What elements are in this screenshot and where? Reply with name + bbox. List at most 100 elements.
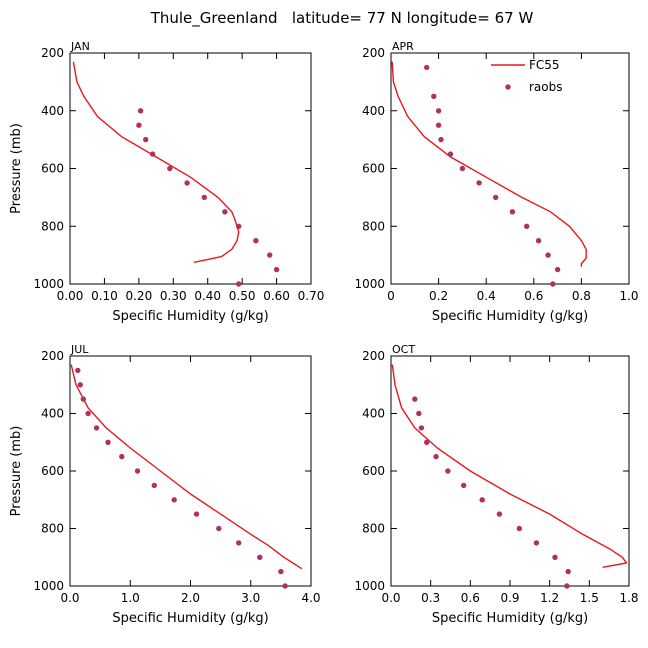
raobs-point [552, 554, 558, 560]
raobs-point [77, 382, 83, 388]
raobs-point [438, 136, 444, 143]
y-tick-label: 1000 [33, 277, 64, 291]
y-tick-label: 600 [41, 464, 64, 478]
y-tick-label: 600 [362, 162, 385, 176]
panel-jan: JAN 0.00 0.10 0.20 0.30 0.40 0.50 0.60 0.70 200 40… [9, 40, 324, 324]
raobs-point [236, 281, 242, 287]
x-tick-label: 2.0 [181, 591, 200, 605]
raobs-point [80, 396, 87, 402]
x-tick-label: 0 [387, 289, 395, 303]
plot-frame [69, 52, 312, 285]
x-axis-label: Specific Humidity (g/kg) [432, 611, 588, 626]
y-axis-label: Pressure (mb) [9, 123, 24, 214]
raobs-point [193, 511, 200, 517]
series-line-fc55 [70, 364, 303, 570]
y-tick-label: 800 [41, 219, 64, 233]
raobs-point [75, 367, 81, 374]
panel-jul: JUL 0.0 1.0 2.0 3.0 4.0 200 400 600 800 1000 Specif… [9, 343, 321, 626]
raobs-point [282, 583, 288, 589]
x-tick-label: 3.0 [241, 591, 260, 605]
x-tick-label: 1.5 [580, 591, 599, 605]
raobs-point [184, 180, 190, 186]
panel-oct: OCT 0.0 0.3 0.6 0.9 1.2 1.5 1.8 200 400 600 800 1000… [354, 343, 638, 626]
raobs-point [134, 468, 141, 474]
plot-frame [390, 355, 630, 587]
raobs-point [85, 410, 91, 417]
raobs-point [565, 568, 571, 575]
x-tick-label: 1.0 [619, 289, 638, 303]
x-tick-label: 0.0 [60, 591, 79, 605]
x-tick-label: 0.6 [524, 289, 543, 303]
raobs-point [545, 252, 551, 258]
x-tick-label: 1.0 [121, 591, 140, 605]
raobs-point [418, 425, 425, 431]
x-tick-label: 0.0 [381, 591, 400, 605]
y-tick-label: 1000 [33, 579, 64, 593]
raobs-point [524, 223, 530, 229]
y-tick-label: 400 [41, 104, 64, 118]
x-tick-label: 4.0 [301, 591, 320, 605]
y-tick-label: 600 [362, 464, 385, 478]
y-tick-label: 800 [362, 522, 385, 536]
panel-label: OCT [392, 343, 415, 356]
raobs-point [496, 511, 503, 517]
x-tick-label: 0.40 [194, 289, 221, 303]
x-axis-label: Specific Humidity (g/kg) [112, 309, 268, 324]
raobs-point [459, 165, 466, 172]
x-tick-label: 0.20 [125, 289, 152, 303]
x-tick-label: 0.30 [160, 289, 187, 303]
y-tick-label: 400 [362, 407, 385, 421]
raobs-point [171, 497, 177, 503]
raobs-point [151, 482, 157, 489]
raobs-point [435, 122, 442, 128]
y-tick-label: 400 [41, 407, 64, 421]
raobs-point [493, 194, 499, 201]
raobs-point [119, 453, 125, 460]
raobs-point [273, 266, 280, 273]
raobs-point [424, 439, 430, 445]
y-axis-label: Pressure (mb) [9, 426, 24, 517]
panel-apr: APR 0 0.2 0.4 0.6 0.8 1.0 200 400 600 800 1000 Speci… [354, 40, 638, 324]
raobs-point [431, 93, 437, 100]
panel-label: JUL [70, 343, 89, 356]
series-line-fc55 [391, 364, 628, 568]
x-tick-label: 1.2 [540, 591, 559, 605]
x-tick-label: 0.50 [229, 289, 256, 303]
y-tick-label: 800 [41, 522, 64, 536]
raobs-point [509, 209, 516, 215]
raobs-point [236, 223, 242, 229]
raobs-point [516, 525, 522, 532]
raobs-point [253, 238, 259, 244]
y-tick-label: 800 [362, 219, 385, 233]
x-axis-label: Specific Humidity (g/kg) [112, 611, 268, 626]
raobs-point [412, 396, 418, 402]
plot-frame [69, 355, 312, 587]
x-tick-label: 0.70 [298, 289, 325, 303]
series-line-fc55 [391, 61, 587, 267]
raobs-point [424, 64, 430, 71]
figure-title: Thule_Greenland latitude= 77 N longitude… [150, 9, 534, 28]
raobs-point [222, 209, 228, 215]
raobs-point [143, 136, 149, 143]
x-tick-label: 0.8 [572, 289, 591, 303]
x-tick-label: 0.9 [500, 591, 519, 605]
y-tick-label: 1000 [354, 579, 385, 593]
raobs-point [479, 497, 485, 503]
raobs-point [476, 180, 482, 186]
y-tick-label: 400 [362, 104, 385, 118]
raobs-point [445, 468, 451, 474]
raobs-point [167, 165, 173, 172]
raobs-point [236, 540, 242, 546]
raobs-point [105, 439, 111, 445]
y-tick-label: 200 [41, 46, 64, 60]
raobs-point [201, 194, 207, 201]
series-line-fc55 [72, 61, 240, 263]
y-tick-label: 600 [41, 162, 64, 176]
panel-label: APR [392, 40, 414, 53]
x-tick-label: 1.8 [619, 591, 638, 605]
raobs-point [216, 525, 222, 532]
x-tick-label: 0.10 [91, 289, 118, 303]
raobs-point [257, 554, 263, 560]
x-tick-label: 0.4 [477, 289, 496, 303]
